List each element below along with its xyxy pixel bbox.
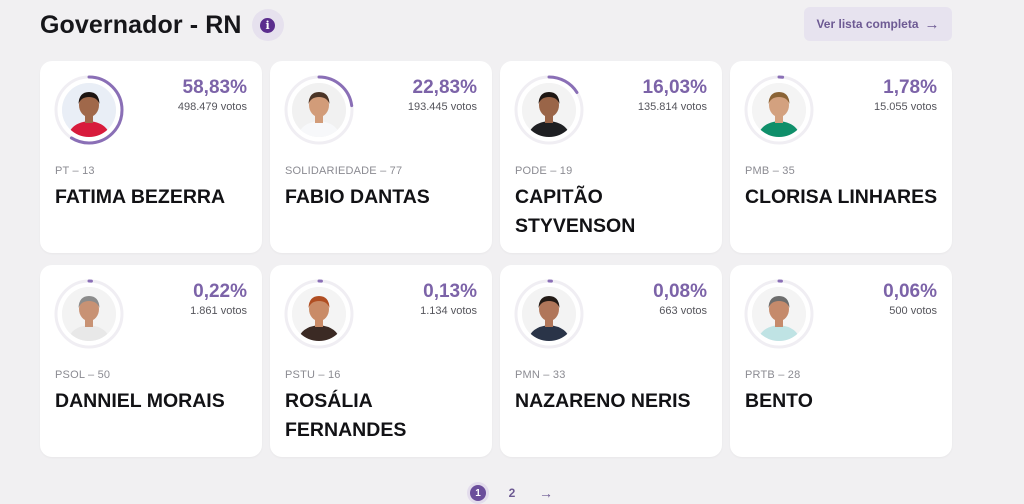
candidate-name: FABIO DANTAS	[285, 186, 430, 208]
candidate-card[interactable]: 0,06% 500 votos PRTB – 28 BENTO	[730, 265, 952, 457]
vote-count: 193.445 votos	[407, 101, 477, 113]
candidate-name: ROSÁLIA FERNANDES	[285, 390, 407, 441]
vote-percentage: 0,13%	[423, 281, 477, 302]
info-button[interactable]: i	[251, 9, 284, 41]
avatar	[752, 287, 806, 341]
avatar-progress-ring	[283, 74, 355, 146]
candidate-name: CLORISA LINHARES	[745, 186, 938, 208]
avatar-progress-ring	[283, 278, 355, 350]
avatar	[292, 287, 346, 341]
vote-share-ring	[514, 75, 584, 145]
avatar	[292, 83, 346, 137]
vote-share-ring	[744, 279, 814, 349]
candidate-card[interactable]: 0,22% 1.861 votos PSOL – 50 DANNIEL MORA…	[40, 265, 262, 457]
vote-share-ring	[284, 279, 354, 349]
vote-count: 500 votos	[889, 305, 937, 317]
avatar-progress-ring	[743, 74, 815, 146]
pagination: 1 2 →	[467, 482, 557, 504]
party-number: PRTB – 28	[745, 369, 801, 381]
arrow-right-icon: →	[924, 15, 940, 33]
candidate-card[interactable]: 0,13% 1.134 votos PSTU – 16 ROSÁLIA FERN…	[270, 265, 492, 457]
header: Governador - RN i Ver lista completa →	[40, 6, 952, 44]
party-number: PSTU – 16	[285, 369, 341, 381]
avatar-progress-ring	[53, 74, 125, 146]
party-number: PSOL – 50	[55, 369, 111, 381]
vote-count: 498.479 votos	[177, 101, 247, 113]
vote-count: 15.055 votos	[874, 101, 937, 113]
vote-count: 663 votos	[659, 305, 707, 317]
avatar	[522, 83, 576, 137]
candidate-name: DANNIEL MORAIS	[55, 390, 225, 412]
info-icon: i	[260, 17, 276, 33]
vote-share-ring	[54, 279, 124, 349]
avatar-progress-ring	[53, 278, 125, 350]
candidate-name: BENTO	[745, 390, 813, 412]
vote-percentage: 1,78%	[883, 77, 937, 98]
avatar	[62, 83, 116, 137]
candidate-grid: 58,83% 498.479 votos PT – 13 FATIMA BEZE…	[40, 61, 952, 457]
arrow-right-icon: →	[539, 485, 553, 501]
next-page-button[interactable]: →	[535, 482, 557, 504]
vote-percentage: 22,83%	[412, 77, 477, 98]
avatar-progress-ring	[513, 278, 585, 350]
vote-percentage: 0,08%	[653, 281, 707, 302]
avatar	[62, 287, 116, 341]
party-number: PMB – 35	[745, 165, 795, 177]
vote-percentage: 16,03%	[642, 77, 707, 98]
page-1-button[interactable]: 1	[467, 482, 489, 504]
vote-percentage: 0,06%	[883, 281, 937, 302]
avatar	[752, 83, 806, 137]
avatar-progress-ring	[513, 74, 585, 146]
vote-share-ring	[744, 75, 814, 145]
vote-count: 135.814 votos	[637, 101, 707, 113]
candidate-name: CAPITÃO STYVENSON	[515, 186, 636, 237]
candidate-card[interactable]: 0,08% 663 votos PMN – 33 NAZARENO NERIS	[500, 265, 722, 457]
page-title: Governador - RN	[40, 10, 242, 39]
view-full-list-label: Ver lista completa	[816, 17, 919, 31]
party-number: PMN – 33	[515, 369, 566, 381]
candidate-card[interactable]: 22,83% 193.445 votos SOLIDARIEDADE – 77 …	[270, 61, 492, 253]
view-full-list-button[interactable]: Ver lista completa →	[804, 7, 952, 41]
avatar-progress-ring	[743, 278, 815, 350]
page-1-label: 1	[470, 485, 486, 501]
vote-percentage: 0,22%	[193, 281, 247, 302]
page-2-button[interactable]: 2	[508, 486, 516, 500]
vote-share-ring	[54, 75, 124, 145]
candidate-name: NAZARENO NERIS	[515, 390, 691, 412]
vote-count: 1.134 votos	[420, 305, 477, 317]
candidate-card[interactable]: 16,03% 135.814 votos PODE – 19 CAPITÃO S…	[500, 61, 722, 253]
vote-share-ring	[284, 75, 354, 145]
party-number: PT – 13	[55, 165, 95, 177]
candidate-name: FATIMA BEZERRA	[55, 186, 226, 208]
avatar	[522, 287, 576, 341]
vote-count: 1.861 votos	[190, 305, 247, 317]
party-number: SOLIDARIEDADE – 77	[285, 165, 403, 177]
candidate-card[interactable]: 1,78% 15.055 votos PMB – 35 CLORISA LINH…	[730, 61, 952, 253]
party-number: PODE – 19	[515, 165, 573, 177]
vote-share-ring	[514, 279, 584, 349]
vote-percentage: 58,83%	[182, 77, 247, 98]
candidate-card[interactable]: 58,83% 498.479 votos PT – 13 FATIMA BEZE…	[40, 61, 262, 253]
